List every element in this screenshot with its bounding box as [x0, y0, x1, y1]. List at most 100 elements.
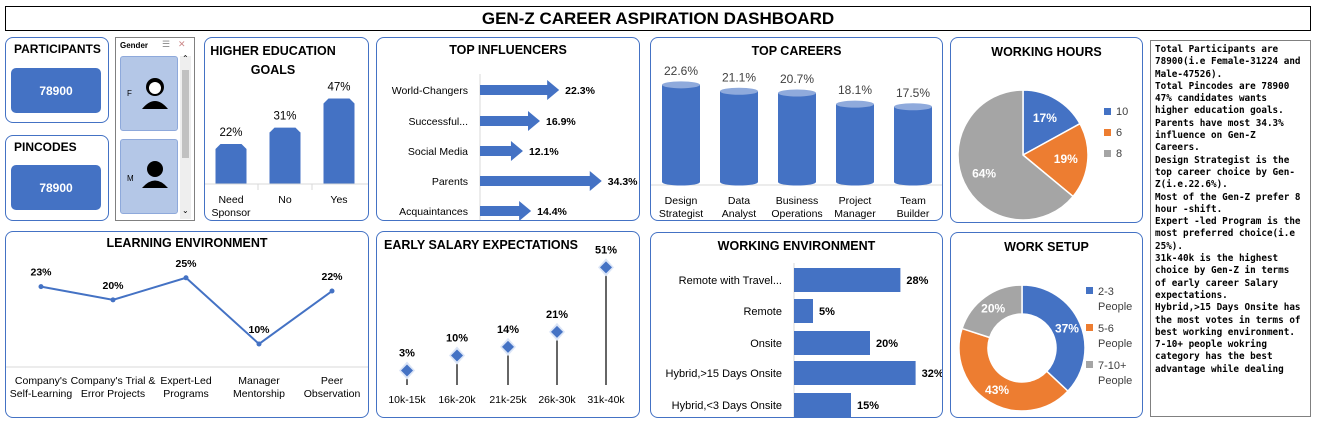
slice: [1022, 89, 1081, 157]
working-environment-chart: 28% Remote with Travel... 5% Remote 20% Onsit…: [666, 263, 943, 417]
insights-text-box: Total Participants are 78900(i.e Female-…: [1150, 40, 1311, 417]
arrow-bar: [480, 201, 532, 220]
cylinder-base: [894, 178, 932, 186]
category-label: Onsite: [750, 338, 782, 350]
legend-swatch: [1086, 287, 1093, 294]
participants-card: PARTICIPANTS 78900: [5, 37, 109, 123]
cylinder-top: [720, 87, 758, 95]
slicer-item-female[interactable]: F: [120, 56, 178, 131]
insight-line: Total Participants are 78900(i.e Female-…: [1155, 44, 1301, 80]
clear-filter-icon[interactable]: ✕: [178, 39, 186, 49]
data-label: 17.5%: [896, 86, 930, 100]
scroll-up-icon[interactable]: ⌃: [182, 54, 189, 63]
data-label: 22%: [219, 127, 242, 139]
insight-line: Total Pincodes are 78900: [1155, 80, 1290, 92]
category-label: Hybrid,>15 Days Onsite: [666, 368, 782, 380]
cylinder-base: [662, 178, 700, 186]
category-label: Successful...: [408, 116, 468, 128]
cylinder-base: [836, 178, 874, 186]
slicer-item-male[interactable]: M: [120, 139, 178, 214]
bar: [794, 268, 901, 292]
slicer-item-label: M: [127, 174, 134, 183]
insight-line: 47% candidates wants higher education go…: [1155, 93, 1284, 117]
diamond-marker: [600, 261, 612, 274]
category-label: Peer Observation: [304, 375, 361, 400]
arrow-bar: [480, 111, 540, 131]
arrow-bar: [480, 141, 523, 161]
diamond-marker: [451, 349, 463, 362]
data-label: 32%: [922, 368, 943, 380]
work-setup-title: WORK SETUP: [1004, 240, 1089, 254]
slice-label: 19%: [1054, 152, 1078, 166]
data-label: 20.7%: [780, 72, 814, 86]
data-label: 51%: [595, 244, 617, 256]
slice: [961, 284, 1023, 339]
participants-value: 78900: [11, 68, 101, 113]
slicer-scrollbar[interactable]: ⌃ ⌄: [180, 54, 191, 219]
insight-line: Hybrid,>15 Days Onsite has the most vote…: [1155, 302, 1301, 338]
insight-line: Most of the Gen-Z prefer 8 hour -shift.: [1155, 191, 1301, 215]
slice: [1021, 284, 1086, 393]
cylinder-body: [894, 106, 932, 182]
category-label: Company's Self-Learning: [10, 375, 73, 400]
top-influencers-title: TOP INFLUENCERS: [449, 43, 567, 57]
work-setup-panel: WORK SETUP 37% 43% 20% 2-3 People 5-6 People 7-…: [950, 232, 1143, 418]
scroll-thumb[interactable]: [182, 70, 189, 158]
insight-line: Expert -led Program is the most preferre…: [1155, 216, 1301, 252]
arrow-bar: [480, 80, 560, 100]
data-label: 18.1%: [838, 83, 872, 97]
cylinder-top: [836, 100, 874, 108]
dashboard-title-bar: GEN-Z CAREER ASPIRATION DASHBOARD: [5, 6, 1311, 31]
higher-education-chart: 22% Need Sponsor 31% No 47% Yes: [205, 81, 368, 219]
legend-swatch: [1104, 150, 1111, 157]
higher-education-panel: HIGHER EDUCATION GOALS 22% Need Sponsor 31%…: [204, 37, 369, 221]
data-label: 31%: [273, 111, 296, 123]
working-hours-chart: 17% 19% 64% 10 6 8: [957, 89, 1128, 221]
bar: [794, 393, 851, 417]
data-label: 15%: [857, 400, 879, 412]
slicer-item-label: F: [127, 89, 132, 98]
category-label: World-Changers: [392, 85, 468, 97]
legend-label: 6: [1116, 127, 1122, 139]
insight-line: Parents have most 34.3% influence on Gen…: [1155, 117, 1284, 154]
category-label: Yes: [330, 194, 347, 206]
legend-label: 8: [1116, 148, 1122, 160]
data-point: [329, 288, 335, 294]
category-label: Manager Mentorship: [233, 375, 285, 400]
legend-swatch: [1104, 108, 1111, 115]
participants-label: PARTICIPANTS: [14, 42, 101, 56]
multi-select-icon[interactable]: ☰: [162, 39, 171, 49]
arrow-bar: [480, 171, 602, 191]
data-label: 14.4%: [537, 206, 567, 218]
work-setup-chart: 37% 43% 20% 2-3 People 5-6 People 7-10+ People: [958, 284, 1132, 412]
male-user-icon: [142, 161, 168, 188]
bar: [794, 361, 916, 385]
category-label: Parents: [432, 176, 468, 188]
dashboard-title: GEN-Z CAREER ASPIRATION DASHBOARD: [481, 8, 835, 28]
legend-label: 5-6: [1098, 323, 1114, 335]
cylinder-body: [720, 91, 758, 182]
working-hours-title: WORKING HOURS: [991, 45, 1102, 59]
scroll-down-icon[interactable]: ⌄: [182, 206, 189, 215]
category-label: Social Media: [408, 146, 468, 158]
higher-education-title: HIGHER EDUCATION GOALS: [210, 44, 336, 77]
data-label: 25%: [175, 258, 197, 270]
insight-line: Design Strategist is the top career choi…: [1155, 154, 1295, 191]
category-label: Expert-Led Programs: [160, 375, 212, 400]
cylinder-top: [894, 103, 932, 111]
slice-label: 43%: [985, 383, 1009, 397]
legend-label: 2-3: [1098, 286, 1114, 298]
category-label: 21k-25k: [489, 394, 527, 406]
category-label: 31k-40k: [587, 394, 625, 406]
legend-label: People: [1098, 301, 1132, 313]
cylinder-body: [778, 92, 816, 182]
data-label: 28%: [906, 275, 928, 287]
data-label: 47%: [327, 81, 350, 93]
slicer-title: Gender: [120, 41, 149, 50]
data-label: 12.1%: [529, 146, 559, 158]
data-label: 34.3%: [608, 176, 638, 188]
category-label: Data Analyst: [722, 195, 757, 220]
top-careers-panel: TOP CAREERS 22.6% Design Strategist 21.1% Da…: [650, 37, 943, 221]
data-label: 16.9%: [546, 116, 576, 128]
cylinder-base: [778, 178, 816, 186]
